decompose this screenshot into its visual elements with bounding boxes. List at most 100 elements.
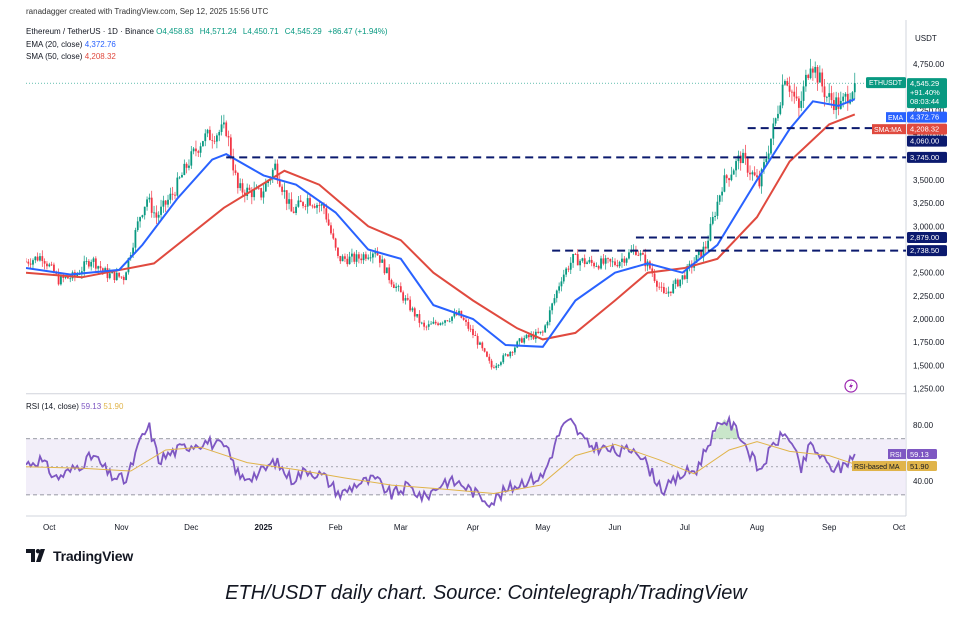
candle[interactable] [551, 302, 554, 315]
candle[interactable] [157, 211, 160, 223]
candle[interactable] [395, 282, 398, 292]
candle[interactable] [553, 293, 556, 306]
candle[interactable] [597, 264, 600, 271]
candle[interactable] [611, 257, 614, 268]
candle[interactable] [413, 306, 416, 321]
candle[interactable] [595, 262, 598, 268]
candle[interactable] [150, 190, 153, 218]
candle[interactable] [143, 206, 146, 220]
candle[interactable] [590, 255, 593, 267]
candle[interactable] [97, 265, 100, 275]
candle[interactable] [432, 317, 435, 325]
candle[interactable] [167, 194, 169, 208]
candle[interactable] [667, 286, 670, 297]
candle[interactable] [746, 156, 749, 177]
candle[interactable] [735, 158, 737, 178]
candle[interactable] [623, 256, 626, 266]
candle[interactable] [774, 117, 777, 127]
ema-20-line[interactable] [26, 98, 856, 348]
candle[interactable] [420, 321, 423, 325]
candle[interactable] [718, 194, 721, 205]
rsi-legend[interactable]: RSI (14, close) 59.13 51.90 [26, 402, 123, 411]
candle[interactable] [423, 320, 425, 331]
candle[interactable] [709, 217, 712, 242]
candle[interactable] [646, 259, 649, 271]
candle[interactable] [248, 184, 251, 191]
price-pane[interactable] [25, 58, 906, 371]
candle[interactable] [285, 190, 288, 211]
candle[interactable] [469, 324, 472, 333]
candle[interactable] [632, 244, 635, 255]
candle[interactable] [25, 258, 27, 263]
candle[interactable] [418, 310, 421, 328]
candle[interactable] [823, 79, 826, 107]
candle[interactable] [655, 279, 658, 292]
candle[interactable] [446, 320, 449, 322]
candle[interactable] [737, 150, 740, 170]
candle[interactable] [681, 275, 684, 285]
candle[interactable] [555, 289, 558, 303]
candle[interactable] [795, 86, 798, 101]
candle[interactable] [683, 271, 686, 281]
candle[interactable] [241, 178, 244, 197]
candle[interactable] [525, 334, 528, 339]
candle[interactable] [113, 271, 116, 284]
candle[interactable] [716, 195, 719, 220]
candle[interactable] [777, 105, 779, 121]
candle[interactable] [185, 162, 188, 174]
candle[interactable] [751, 170, 754, 181]
candle[interactable] [41, 250, 44, 267]
candle[interactable] [381, 255, 384, 263]
candle[interactable] [625, 257, 628, 266]
candle[interactable] [488, 353, 491, 364]
candle[interactable] [742, 148, 744, 164]
candle[interactable] [390, 278, 393, 288]
candle[interactable] [283, 182, 286, 199]
candle[interactable] [399, 282, 402, 293]
candle[interactable] [416, 314, 419, 318]
lightning-icon[interactable] [844, 379, 858, 393]
candle[interactable] [232, 148, 235, 176]
candle[interactable] [481, 341, 484, 351]
sma-50-line[interactable] [26, 113, 856, 341]
candle[interactable] [793, 83, 796, 104]
candle[interactable] [337, 247, 339, 259]
candle[interactable] [674, 278, 677, 289]
candle[interactable] [404, 295, 407, 305]
candle[interactable] [125, 271, 128, 281]
candle[interactable] [441, 321, 444, 326]
candle[interactable] [562, 269, 565, 284]
candle[interactable] [811, 66, 814, 81]
candle[interactable] [206, 128, 209, 138]
candle[interactable] [714, 211, 717, 221]
candle[interactable] [118, 272, 121, 279]
candle[interactable] [569, 257, 572, 275]
candle[interactable] [229, 134, 232, 160]
candle[interactable] [341, 254, 344, 262]
candle[interactable] [495, 362, 498, 371]
candle[interactable] [73, 269, 76, 282]
candle[interactable] [209, 126, 211, 141]
candle[interactable] [160, 199, 162, 219]
candle[interactable] [581, 257, 584, 263]
ema-legend[interactable]: EMA (20, close) 4,372.76 [26, 40, 116, 49]
candle[interactable] [800, 91, 803, 112]
candle[interactable] [309, 195, 311, 207]
candle[interactable] [306, 194, 309, 214]
candle[interactable] [195, 140, 197, 157]
candle[interactable] [558, 282, 561, 294]
candle[interactable] [262, 183, 265, 204]
candle[interactable] [500, 361, 502, 367]
candle[interactable] [122, 275, 125, 285]
candle[interactable] [236, 171, 239, 194]
candle[interactable] [448, 318, 451, 323]
candle[interactable] [644, 248, 647, 272]
candle[interactable] [483, 347, 486, 353]
candle[interactable] [781, 74, 784, 109]
candle[interactable] [513, 345, 516, 355]
candle[interactable] [579, 259, 581, 271]
candle[interactable] [586, 260, 588, 265]
candle[interactable] [602, 253, 605, 266]
candle[interactable] [213, 135, 216, 145]
candle[interactable] [169, 187, 172, 204]
